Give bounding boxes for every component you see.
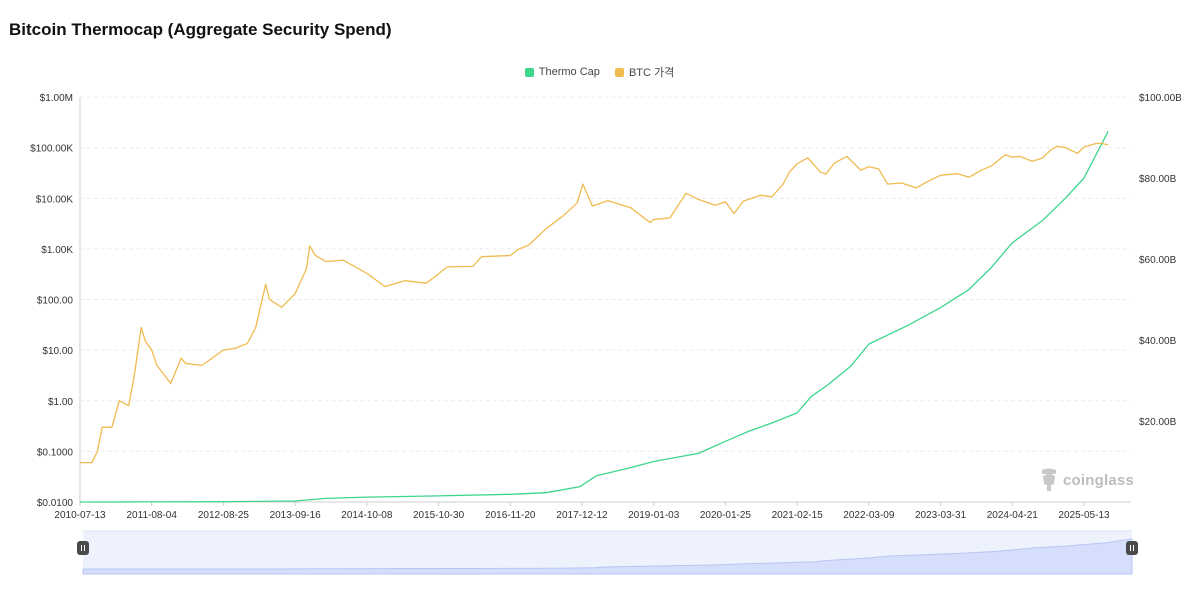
y-left-tick-label: $1.00M	[40, 93, 73, 104]
handle-body	[1126, 541, 1138, 555]
btc-price-line	[80, 142, 1109, 464]
legend-item-btc-price[interactable]: BTC 가격	[614, 64, 675, 80]
y-left-tick-label: $10.00K	[36, 194, 74, 205]
x-tick-label: 2011-08-04	[127, 510, 178, 521]
y-left-tick-label: $100.00	[37, 296, 74, 307]
legend-label-thermo-cap: Thermo Cap	[538, 66, 600, 78]
x-tick-label: 2017-12-12	[556, 510, 608, 521]
x-tick-label: 2016-11-20	[485, 510, 536, 521]
navigator-handle-start[interactable]	[77, 541, 89, 555]
x-tick-label: 2025-05-13	[1058, 510, 1110, 521]
y-left-tick-label: $100.00K	[30, 144, 73, 155]
y-left-tick-label: $1.00	[48, 397, 73, 408]
axes: $1.00M $100.00K $10.00K $1.00K $100.00 $10.00…	[30, 93, 1182, 521]
y-left-tick-label: $0.0100	[37, 498, 74, 509]
x-tick-label: 2020-01-25	[700, 510, 752, 521]
coinglass-logo-icon	[1042, 468, 1056, 491]
x-tick-label: 2012-08-25	[198, 510, 250, 521]
y-right-tick-label: $100.00B	[1139, 93, 1182, 104]
y-right-tick-label: $60.00B	[1139, 255, 1177, 266]
legend-swatch-thermo-cap	[524, 67, 534, 77]
y-left-tick-label: $1.00K	[41, 245, 73, 256]
grid-lines	[80, 96, 1131, 452]
x-tick-label: 2021-02-15	[772, 510, 824, 521]
thermo-cap-line	[79, 131, 1109, 503]
x-tick-label: 2022-03-09	[843, 510, 895, 521]
y-right-tick-label: $40.00B	[1139, 336, 1177, 347]
y-right-tick-label: $20.00B	[1139, 417, 1177, 428]
chart-legend: Thermo Cap BTC 가격	[0, 64, 1199, 80]
x-tick-label: 2024-04-21	[987, 510, 1039, 521]
watermark-text: coinglass	[1063, 471, 1134, 489]
x-tick-label: 2015-10-30	[413, 510, 465, 521]
y-left-tick-label: $0.1000	[37, 447, 74, 458]
x-tick-label: 2019-01-03	[628, 510, 680, 521]
y-right-tick-label: $80.00B	[1139, 174, 1177, 185]
legend-swatch-btc-price	[614, 67, 624, 77]
series-lines	[79, 131, 1109, 503]
range-navigator[interactable]	[77, 530, 1138, 575]
handle-body	[77, 541, 89, 555]
coinglass-watermark: coinglass	[1040, 468, 1134, 492]
x-tick-label: 2014-10-08	[341, 510, 393, 521]
y-left-tick-label: $10.00	[42, 346, 73, 357]
page-title: Bitcoin Thermocap (Aggregate Security Sp…	[9, 20, 392, 39]
x-tick-label: 2010-07-13	[54, 510, 106, 521]
x-tick-label: 2013-09-16	[270, 510, 322, 521]
legend-item-thermo-cap[interactable]: Thermo Cap	[524, 66, 600, 78]
navigator-area	[82, 538, 1133, 575]
x-tick-label: 2023-03-31	[915, 510, 967, 521]
legend-label-btc-price: BTC 가격	[628, 67, 675, 79]
navigator-handle-end[interactable]	[1126, 541, 1138, 555]
